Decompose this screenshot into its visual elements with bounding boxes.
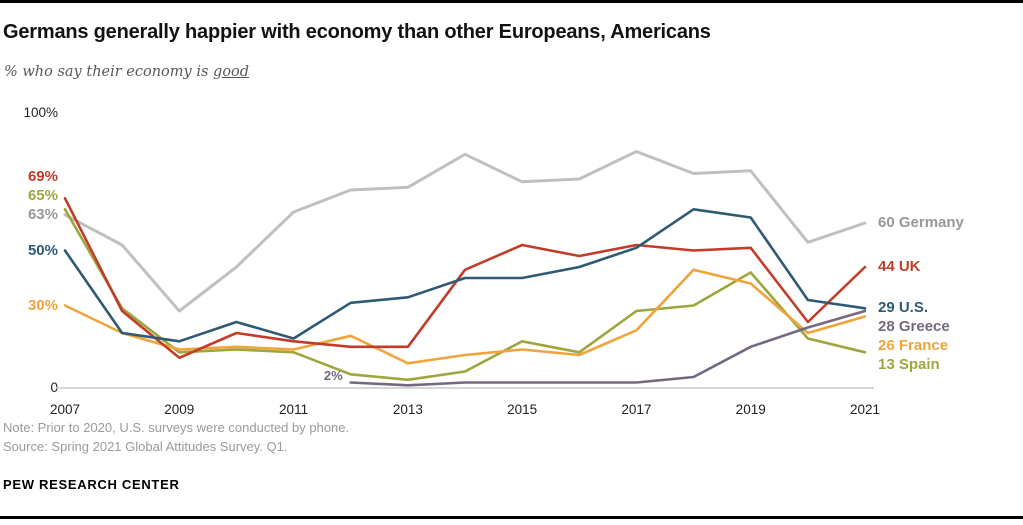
chart-title: Germans generally happier with economy t… xyxy=(3,21,711,43)
series-line-u-s xyxy=(63,208,867,343)
pew-research-center-wordmark: PEW RESEARCH CENTER xyxy=(3,477,180,492)
x-axis-ticks: 2007 2009 2011 2013 2015 2017 2019 2021 xyxy=(0,402,1023,422)
x-axis-tick-2013: 2013 xyxy=(392,402,423,417)
footnote: Note: Prior to 2020, U.S. surveys were c… xyxy=(3,420,350,435)
bottom-divider xyxy=(0,516,1023,519)
source-note: Source: Spring 2021 Global Attitudes Sur… xyxy=(3,439,288,454)
chart-subtitle-underlined-word: good xyxy=(213,64,250,80)
x-axis-tick-2019: 2019 xyxy=(735,402,766,417)
x-axis-tick-2017: 2017 xyxy=(621,402,652,417)
y-axis-label-100: 100% xyxy=(23,105,58,120)
chart-subtitle: % who say their economy is good xyxy=(4,64,249,80)
series-line-greece xyxy=(349,309,867,387)
series-line-uk xyxy=(63,197,867,360)
top-divider xyxy=(0,0,1023,3)
x-axis-tick-2009: 2009 xyxy=(164,402,195,417)
y-axis-label-0: 0 xyxy=(50,380,58,395)
x-axis-tick-2021: 2021 xyxy=(849,402,881,417)
series-line-spain xyxy=(63,208,867,382)
x-axis-tick-2011: 2011 xyxy=(279,402,309,417)
x-axis-tick-2007: 2007 xyxy=(49,402,81,417)
series-line-germany xyxy=(63,150,867,313)
x-axis-tick-2015: 2015 xyxy=(507,402,538,417)
chart-subtitle-text: % who say their economy is xyxy=(4,64,214,80)
